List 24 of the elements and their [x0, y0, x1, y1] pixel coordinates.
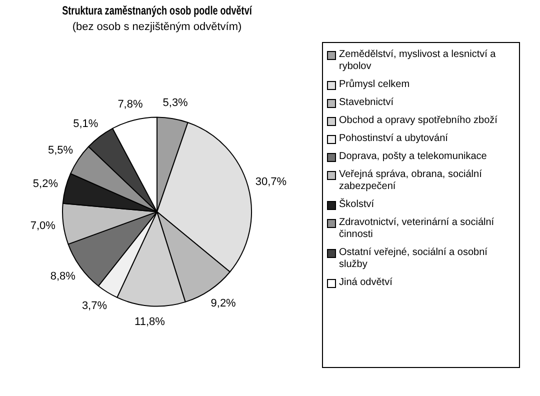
- legend-label: Obchod a opravy spotřebního zboží: [339, 115, 498, 127]
- data-label: 3,7%: [82, 300, 108, 312]
- data-label: 8,8%: [50, 270, 76, 283]
- legend-label: Průmysl celkem: [339, 79, 410, 91]
- data-label: 30,7%: [255, 176, 287, 188]
- legend-label: Doprava, pošty a telekomunikace: [339, 151, 487, 163]
- data-label: 5,2%: [32, 178, 58, 190]
- legend-label: Jiná odvětví: [339, 277, 392, 289]
- legend-label: Stavebnictví: [339, 97, 394, 109]
- data-label: 9,2%: [210, 297, 236, 310]
- legend-label: Zdravotnictví, veterinární a sociální činnosti: [339, 217, 496, 241]
- legend-label: Školství: [339, 199, 374, 211]
- data-label: 7,0%: [30, 220, 56, 232]
- chart-subtitle: (bez osob s nezjištěným odvětvím): [72, 21, 242, 34]
- legend-label: Ostatní veřejné, sociální a osobní služby: [339, 247, 488, 271]
- legend-label: Zemědělství, myslivost a lesnictví a rybolov: [339, 49, 497, 73]
- legend-label: Veřejná správa, obrana, sociální zabezpečení: [339, 169, 483, 193]
- chart-title: Struktura zaměstnaných osob podle odvětví: [62, 4, 253, 18]
- data-label: 7,8%: [118, 98, 143, 111]
- legend-label: Pohostinství a ubytování: [339, 133, 448, 145]
- data-label: 5,5%: [48, 144, 74, 156]
- data-label: 5,1%: [73, 118, 98, 130]
- data-label: 5,3%: [162, 96, 188, 109]
- data-label: 11,8%: [134, 316, 166, 328]
